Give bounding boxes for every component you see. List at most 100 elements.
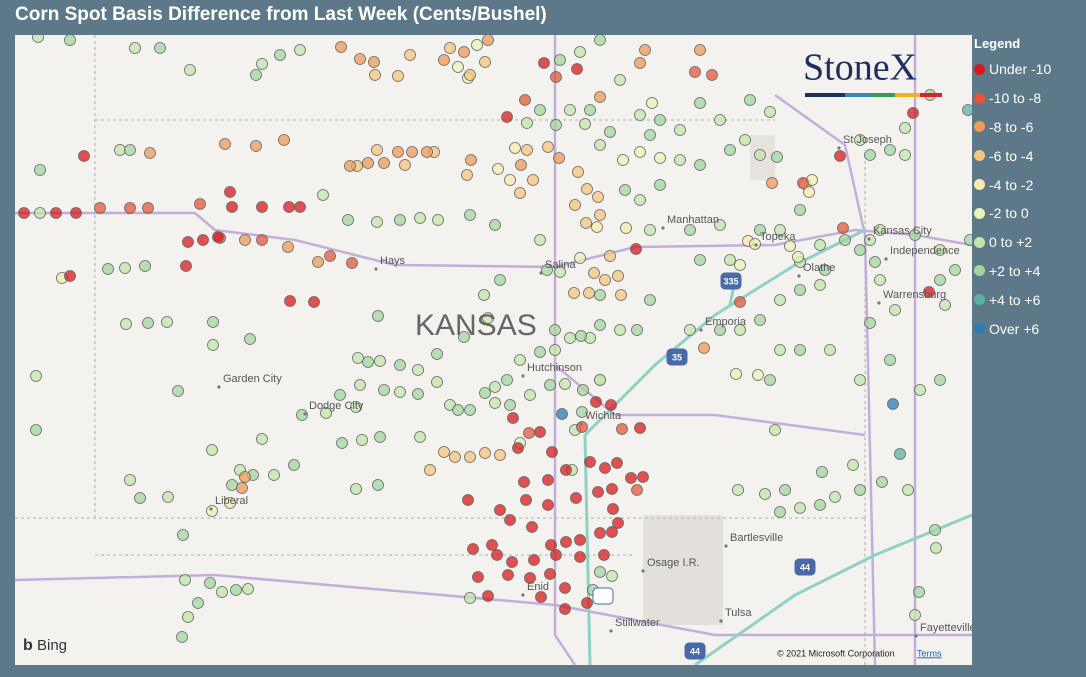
bing-label: Bing <box>37 637 67 654</box>
location-dot <box>588 267 600 279</box>
location-dot <box>482 35 494 46</box>
location-dot <box>207 316 219 328</box>
map[interactable]: KANSAS Hays Salina Manhattan Topeka St Josep… <box>15 35 972 665</box>
location-dot <box>759 488 771 500</box>
legend-item[interactable]: -8 to -6 <box>972 113 1086 142</box>
location-dot <box>431 376 443 388</box>
location-dot <box>619 184 631 196</box>
location-dot <box>549 344 561 356</box>
location-dot <box>829 491 841 503</box>
location-dot <box>771 151 783 163</box>
location-dot <box>250 140 262 152</box>
location-dot <box>369 69 381 81</box>
location-dot <box>744 94 756 106</box>
location-dot <box>939 299 951 311</box>
city-dot <box>724 544 728 548</box>
location-dot <box>256 234 268 246</box>
location-dot <box>913 586 925 598</box>
legend-label: -8 to -6 <box>989 118 1034 135</box>
location-dot <box>839 234 851 246</box>
legend-item[interactable]: -2 to 0 <box>972 199 1086 228</box>
location-dot <box>887 398 899 410</box>
location-dot <box>577 384 589 396</box>
legend-item[interactable]: Over +6 <box>972 314 1086 343</box>
location-dot <box>837 222 849 234</box>
location-dot <box>594 566 606 578</box>
legend-label: 0 to +2 <box>989 234 1033 251</box>
legend-item[interactable]: +4 to +6 <box>972 285 1086 314</box>
location-dot <box>371 216 383 228</box>
location-dot <box>515 159 527 171</box>
location-dot <box>534 104 546 116</box>
location-dot <box>392 70 404 82</box>
city-dot <box>521 374 525 378</box>
legend-item[interactable]: Under -10 <box>972 55 1086 84</box>
location-dot <box>421 146 433 158</box>
location-dot <box>598 549 610 561</box>
location-dot <box>119 262 131 274</box>
location-dot <box>576 406 588 418</box>
legend-item[interactable]: 0 to +2 <box>972 228 1086 257</box>
city-label: Warrensburg <box>883 289 946 301</box>
location-dot <box>631 324 643 336</box>
legend-item[interactable]: -4 to -2 <box>972 170 1086 199</box>
legend-swatch <box>974 121 985 133</box>
dots <box>18 35 972 643</box>
location-dot <box>550 549 562 561</box>
legend: Legend Under -10 -10 to -8 -8 to -6 -6 to -… <box>972 36 1086 343</box>
location-dot <box>534 234 546 246</box>
location-dot <box>962 104 972 116</box>
location-dot <box>226 201 238 213</box>
location-dot <box>816 466 828 478</box>
location-dot <box>594 139 606 151</box>
location-dot <box>819 264 831 276</box>
location-dot <box>689 66 701 78</box>
location-dot <box>504 399 516 411</box>
location-dot <box>519 94 531 106</box>
location-dot <box>124 474 136 486</box>
location-dot <box>378 384 390 396</box>
location-dot <box>179 574 191 586</box>
city-dot <box>661 226 665 230</box>
location-dot <box>335 41 347 53</box>
location-dot <box>180 260 192 272</box>
legend-item[interactable]: -10 to -8 <box>972 84 1086 113</box>
location-dot <box>452 61 464 73</box>
location-dot <box>482 590 494 602</box>
location-dot <box>494 504 506 516</box>
location-dot <box>342 214 354 226</box>
location-dot <box>197 234 209 246</box>
location-dot <box>794 344 806 356</box>
location-dot <box>432 214 444 226</box>
location-dot <box>714 324 726 336</box>
location-dot <box>489 381 501 393</box>
terms-link[interactable]: Terms <box>917 648 942 658</box>
location-dot <box>362 356 374 368</box>
location-dot <box>803 186 815 198</box>
legend-item[interactable]: -6 to -4 <box>972 141 1086 170</box>
location-dot <box>674 154 686 166</box>
location-dot <box>129 42 141 54</box>
location-dot <box>399 159 411 171</box>
legend-label: -2 to 0 <box>989 205 1029 222</box>
logo-bar <box>805 93 845 97</box>
location-dot <box>544 379 556 391</box>
location-dot <box>594 209 606 221</box>
location-dot <box>854 484 866 496</box>
location-dot <box>923 286 935 298</box>
location-dot <box>491 549 503 561</box>
city-label: Independence <box>890 245 960 257</box>
copyright: © 2021 Microsoft Corporation <box>777 648 895 658</box>
bing-icon: b <box>23 637 33 654</box>
location-dot <box>949 264 961 276</box>
location-dot <box>226 479 238 491</box>
location-dot <box>541 264 553 276</box>
location-dot <box>592 486 604 498</box>
legend-label: -10 to -8 <box>989 90 1042 107</box>
location-dot <box>524 572 536 584</box>
logo-bar <box>845 93 870 97</box>
legend-item[interactable]: +2 to +4 <box>972 257 1086 286</box>
location-dot <box>438 54 450 66</box>
city-label: Tulsa <box>725 607 752 619</box>
